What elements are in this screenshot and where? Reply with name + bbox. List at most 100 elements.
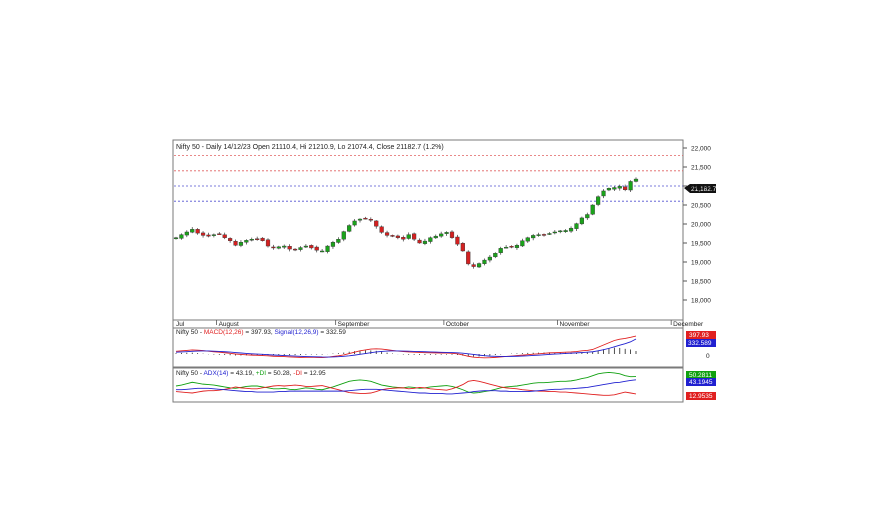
candle-body	[363, 217, 368, 220]
adx-panel	[175, 372, 637, 396]
candle-body	[298, 247, 303, 250]
candle-body	[314, 246, 319, 251]
candle-body	[179, 234, 184, 239]
candle-body	[352, 220, 357, 226]
candle-body	[249, 238, 254, 241]
candle	[612, 186, 617, 191]
candle-body	[487, 256, 492, 261]
last-price-label: 21,182.7	[691, 186, 717, 193]
candle	[287, 244, 292, 252]
candle-body	[228, 238, 233, 241]
candle	[498, 246, 503, 255]
y-tick-label: 21,000	[691, 184, 711, 191]
candle-body	[422, 240, 428, 244]
candle	[265, 238, 271, 248]
y-tick-label: 20,500	[691, 203, 711, 210]
candle-body	[439, 233, 444, 237]
candle-body	[211, 234, 216, 236]
pdi-legend: +DI	[256, 370, 266, 377]
macd-panel-title: Nifty 50 - MACD(12,26) = 397.93, Signal(…	[176, 329, 346, 336]
chart-frame	[172, 139, 684, 403]
candle-body	[428, 237, 433, 242]
candle	[541, 233, 547, 237]
candle-body	[222, 234, 227, 238]
adx-line	[176, 379, 637, 395]
candle-body	[509, 246, 514, 248]
macd-legend: MACD(12,26)	[204, 329, 244, 336]
candle	[536, 232, 541, 237]
candle-body	[563, 230, 568, 232]
candle	[444, 231, 449, 236]
candle-body	[449, 231, 455, 238]
y-tick-label: 21,500	[691, 165, 711, 172]
candle	[433, 234, 438, 239]
candle-body	[195, 229, 200, 234]
pdi-value-label: 50.2811	[689, 372, 712, 379]
candle-body	[320, 250, 325, 253]
candle	[357, 218, 363, 223]
candle-body	[265, 239, 271, 247]
candle	[471, 262, 476, 269]
candle-body	[276, 246, 281, 249]
candle-body	[590, 204, 595, 215]
candle	[520, 238, 525, 248]
candle-body	[471, 264, 476, 267]
candle-body	[292, 248, 298, 251]
candle	[233, 239, 238, 247]
candle-body	[401, 237, 406, 240]
candle	[309, 244, 314, 250]
candle	[579, 216, 584, 226]
pdi-line	[175, 372, 637, 394]
candle-body	[531, 235, 536, 239]
candle	[303, 244, 308, 248]
candle-body	[390, 235, 395, 237]
pdi-value-tag: 50.2811	[686, 371, 716, 379]
candle-body	[460, 243, 465, 252]
candle	[596, 195, 601, 207]
candle	[320, 249, 325, 253]
candle-body	[525, 237, 530, 242]
y-tick-label: 20,000	[691, 222, 711, 229]
candle-body	[309, 245, 314, 249]
candle	[390, 234, 395, 238]
mdi-line	[175, 379, 637, 396]
candle	[325, 245, 330, 254]
month-label: September	[338, 321, 371, 328]
candle	[228, 237, 233, 243]
candle	[206, 232, 211, 238]
candle	[184, 230, 189, 238]
y-tick-label: 19,500	[691, 241, 711, 248]
candle	[374, 220, 379, 229]
candle-body	[417, 239, 422, 244]
adx-legend: ADX(14)	[203, 370, 228, 377]
candle	[292, 248, 298, 252]
signal-line	[175, 338, 637, 358]
candle	[455, 234, 460, 247]
candle	[406, 232, 411, 240]
candle	[568, 226, 574, 233]
candle-body	[596, 196, 601, 205]
month-label: August	[219, 321, 239, 328]
candle	[504, 245, 509, 249]
y-tick-label: 19,000	[691, 260, 711, 267]
candle	[428, 236, 433, 244]
candle-body	[628, 181, 633, 191]
candle	[336, 237, 341, 244]
candle	[249, 237, 254, 242]
month-label: Jul	[176, 321, 185, 328]
candle	[439, 231, 444, 238]
candle-body	[341, 231, 346, 240]
candle	[179, 233, 184, 240]
macd-value-tag: 397.93	[686, 331, 716, 339]
candle	[368, 217, 373, 222]
candle-body	[444, 232, 449, 234]
month-label: October	[446, 321, 470, 328]
candle	[514, 243, 520, 250]
candle-body	[238, 242, 244, 246]
mdi-value-label: 12.9535	[689, 393, 713, 400]
last-price-tag: 21,182.7	[684, 184, 717, 193]
candle-body	[287, 246, 292, 250]
candle-body	[255, 238, 260, 240]
candle	[487, 255, 492, 263]
candle	[260, 237, 265, 242]
